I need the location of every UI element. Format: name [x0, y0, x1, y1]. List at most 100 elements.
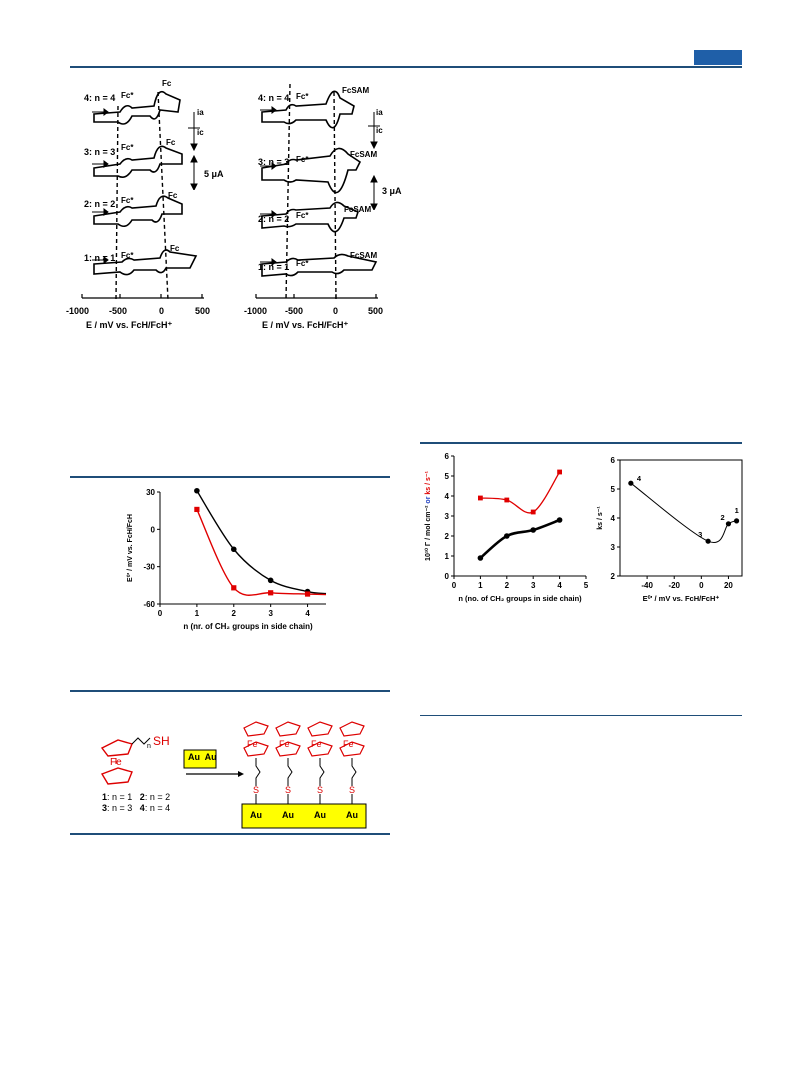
y-tick-label: 3: [611, 543, 616, 552]
cv-right-fc-label: FcSAM: [342, 86, 370, 95]
y-tick-label: 0: [151, 525, 156, 534]
cv-right-ic-label: ic: [376, 126, 383, 135]
data-label: 2: [720, 513, 724, 522]
series-line: [479, 518, 561, 559]
series-line: [196, 490, 327, 595]
data-point: [504, 497, 510, 503]
x-tick-label: 1: [195, 609, 200, 618]
cv-left-fc-label: Fc: [168, 191, 178, 200]
data-label: 4: [637, 474, 642, 483]
data-point: [504, 533, 510, 539]
x-tick-label: 4: [557, 581, 562, 590]
x-tick-label: 20: [724, 581, 733, 590]
cv-left-fc-label: Fc: [162, 79, 172, 88]
data-point: [557, 469, 562, 475]
data-label: 1: [735, 506, 739, 515]
x-tick-label: 4: [305, 609, 310, 618]
cv-trace: [261, 201, 359, 233]
x-tick-label: 5: [584, 581, 589, 590]
y-tick-label: 4: [611, 514, 616, 523]
x-tick-label: 0: [452, 581, 457, 590]
y-tick-label: 2: [611, 572, 616, 581]
y-tick-label: 30: [146, 488, 155, 497]
y-tick-label: 3: [445, 512, 450, 521]
header-accent-tab: [694, 50, 742, 65]
cv-trace: [93, 145, 183, 178]
cv-right-traces: [261, 90, 378, 277]
cv-right-fcstar-label: Fc*: [296, 211, 309, 220]
data-point: [231, 585, 237, 591]
sam-au-label: Au: [282, 810, 294, 820]
data-point: [628, 480, 634, 486]
figure-rule-bottom-right: [420, 715, 742, 716]
cv-left-ia-label: ia: [197, 108, 204, 117]
cv-right-x-tick: -1000: [244, 306, 268, 316]
scheme-legend-row2: 3: n = 3 4: n = 4: [102, 803, 171, 813]
x-tick-label: -40: [641, 581, 653, 590]
cv-right-row-label: 1: n = 1: [258, 262, 290, 272]
sam-s-label: S: [285, 785, 292, 795]
sam-au-label: Au: [314, 810, 326, 820]
x-tick-label: 0: [158, 609, 163, 618]
cv-left-fc-label: Fc: [170, 244, 180, 253]
cv-right-row-label: 2: n = 2: [258, 214, 290, 224]
gold-substrate: [241, 803, 367, 829]
y-tick-label: -60: [143, 600, 155, 609]
cv-left-x-label: E / mV vs. FcH/FcH⁺: [86, 320, 173, 330]
cv-left-x-tick: 500: [195, 306, 211, 316]
cv-left-scale-label: 5 μA: [204, 169, 224, 179]
sam-s-label: S: [317, 785, 324, 795]
cv-right-x-label: E / mV vs. FcH/FcH⁺: [262, 320, 349, 330]
figure-rule-scheme-bottom: [70, 833, 390, 835]
sam-fe-label: Fe: [311, 739, 322, 749]
x-axis-label: n (no. of CH₂ groups in side chain): [458, 594, 582, 603]
cv-right-fcstar-label: Fc*: [296, 259, 309, 268]
x-tick-label: -20: [668, 581, 680, 590]
cv-right-x-tick: 0: [333, 306, 339, 316]
cv-left-x-tick: -500: [109, 306, 128, 316]
cv-left-dash-fcstar: [115, 105, 119, 301]
header-rule: [70, 66, 742, 68]
data-point: [725, 521, 732, 527]
cv-right-dash-fcstar: [285, 83, 291, 301]
y-tick-label: -30: [143, 563, 155, 572]
y-tick-label: 5: [445, 472, 450, 481]
cv-trace: [261, 253, 378, 277]
cv-right-fc-label: FcSAM: [350, 251, 378, 260]
scheme-ferrocene-sam: [100, 721, 367, 829]
x-tick-label: 1: [478, 581, 483, 590]
ferrocene-monomer: [100, 737, 151, 785]
scheme-sh-label: SH: [153, 734, 170, 748]
cv-left-fc-label: Fc: [166, 138, 176, 147]
sam-au-label: Au: [250, 810, 262, 820]
y-tick-label: 1: [445, 552, 450, 561]
cv-trace: [93, 249, 198, 276]
data-label: 3: [698, 530, 702, 539]
x-tick-label: 2: [232, 609, 237, 618]
cv-left-fcstar-label: Fc*: [121, 91, 134, 100]
series-line: [480, 471, 561, 514]
sam-au-label: Au: [346, 810, 358, 820]
cv-left-fcstar-label: Fc*: [121, 251, 134, 260]
cv-right-row-label: 3: n = 3: [258, 157, 290, 167]
cv-left-ic-label: ic: [197, 128, 204, 137]
data-point: [556, 517, 563, 523]
cv-trace: [93, 90, 181, 125]
data-point: [230, 546, 237, 553]
cv-right-fcstar-label: Fc*: [296, 155, 309, 164]
y-tick-label: 0: [445, 572, 450, 581]
x-tick-label: 2: [505, 581, 510, 590]
series-line: [630, 482, 737, 544]
cv-left-fcstar-label: Fc*: [121, 143, 134, 152]
y-tick-label: 6: [445, 452, 450, 461]
y-tick-label: 2: [445, 532, 450, 541]
sam-fe-label: Fe: [343, 739, 354, 749]
cv-left-traces: [93, 90, 198, 276]
scheme-n-label: n: [147, 743, 151, 750]
cv-right-ia-label: ia: [376, 108, 383, 117]
data-point: [705, 538, 711, 544]
cv-right-x-tick: 500: [368, 306, 384, 316]
cv-right-scale-bar: [368, 112, 380, 210]
x-axis-label: n (nr. of CH₂ groups in side chain): [183, 622, 313, 631]
